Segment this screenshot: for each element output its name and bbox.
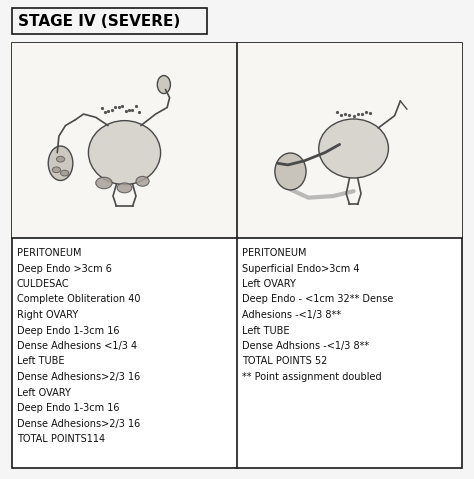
Text: Dense Adhsions -<1/3 8**: Dense Adhsions -<1/3 8** [242,341,369,351]
Ellipse shape [89,121,161,184]
Ellipse shape [275,153,306,190]
Text: Deep Endo >3cm 6: Deep Endo >3cm 6 [17,263,112,274]
Text: Deep Endo 1-3cm 16: Deep Endo 1-3cm 16 [17,326,119,335]
Text: Dense Adhesions>2/3 16: Dense Adhesions>2/3 16 [17,419,140,429]
Ellipse shape [157,76,171,93]
Text: TOTAL POINTS 52: TOTAL POINTS 52 [242,356,328,366]
FancyBboxPatch shape [237,43,462,238]
Ellipse shape [136,176,149,186]
Text: Superficial Endo>3cm 4: Superficial Endo>3cm 4 [242,263,359,274]
Ellipse shape [56,156,64,162]
Ellipse shape [61,170,69,176]
Text: Dense Adhesions <1/3 4: Dense Adhesions <1/3 4 [17,341,137,351]
Text: Dense Adhesions>2/3 16: Dense Adhesions>2/3 16 [17,372,140,382]
Text: Complete Obliteration 40: Complete Obliteration 40 [17,295,140,305]
Text: PERITONEUM: PERITONEUM [242,248,307,258]
Ellipse shape [52,167,61,173]
Text: Left OVARY: Left OVARY [242,279,296,289]
Ellipse shape [117,183,132,193]
Text: PERITONEUM: PERITONEUM [17,248,82,258]
FancyBboxPatch shape [12,8,207,34]
Ellipse shape [319,119,389,178]
Text: ** Point assignment doubled: ** Point assignment doubled [242,372,382,382]
Text: Deep Endo 1-3cm 16: Deep Endo 1-3cm 16 [17,403,119,413]
Text: STAGE IV (SEVERE): STAGE IV (SEVERE) [18,13,180,28]
Text: Left TUBE: Left TUBE [17,356,64,366]
Text: Right OVARY: Right OVARY [17,310,78,320]
FancyBboxPatch shape [12,43,462,468]
Text: Left TUBE: Left TUBE [242,326,290,335]
Text: Deep Endo - <1cm 32** Dense: Deep Endo - <1cm 32** Dense [242,295,393,305]
Text: TOTAL POINTS114: TOTAL POINTS114 [17,434,105,444]
Text: Adhesions -<1/3 8**: Adhesions -<1/3 8** [242,310,341,320]
Text: Left OVARY: Left OVARY [17,388,71,398]
FancyBboxPatch shape [12,43,237,238]
Ellipse shape [96,177,112,189]
Text: CULDESAC: CULDESAC [17,279,70,289]
Ellipse shape [48,146,73,181]
